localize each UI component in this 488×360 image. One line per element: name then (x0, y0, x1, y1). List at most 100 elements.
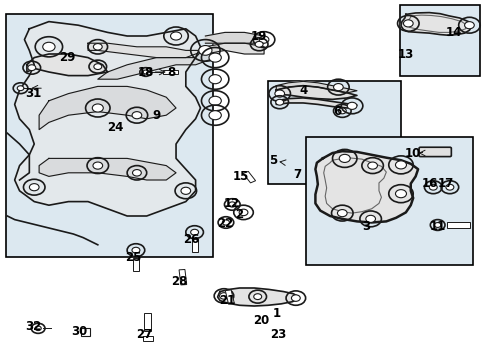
Circle shape (367, 162, 377, 169)
Text: 30: 30 (71, 325, 87, 338)
Circle shape (198, 45, 211, 55)
Text: 20: 20 (253, 314, 269, 327)
Polygon shape (276, 86, 356, 99)
Circle shape (291, 295, 300, 301)
Text: 16: 16 (421, 177, 438, 190)
Circle shape (29, 184, 39, 191)
Text: 24: 24 (106, 121, 123, 134)
Circle shape (464, 22, 473, 29)
Circle shape (132, 112, 142, 119)
Text: 21: 21 (219, 294, 235, 307)
Text: 14: 14 (445, 26, 461, 39)
Circle shape (274, 90, 284, 97)
Bar (133, 258, 139, 271)
Text: 15: 15 (232, 170, 248, 183)
Text: 17: 17 (437, 177, 453, 190)
Circle shape (143, 70, 148, 74)
Polygon shape (276, 98, 356, 108)
Text: 18: 18 (137, 66, 154, 78)
Bar (399, 5, 479, 76)
Text: 1: 1 (272, 307, 280, 320)
Circle shape (365, 215, 375, 222)
Polygon shape (39, 86, 176, 130)
Circle shape (208, 111, 221, 120)
Circle shape (170, 32, 181, 40)
Circle shape (92, 104, 103, 112)
Polygon shape (27, 54, 107, 76)
Circle shape (208, 75, 221, 84)
Circle shape (222, 220, 229, 225)
Circle shape (208, 53, 221, 62)
Text: 8: 8 (167, 66, 175, 78)
Circle shape (338, 108, 346, 114)
Polygon shape (98, 47, 215, 79)
Bar (446, 222, 469, 228)
Text: 4: 4 (299, 84, 306, 96)
Polygon shape (88, 43, 205, 58)
Polygon shape (400, 13, 471, 35)
Bar (81, 328, 90, 336)
Polygon shape (205, 43, 264, 54)
Text: 26: 26 (183, 233, 200, 246)
Circle shape (395, 190, 406, 198)
Bar (243, 171, 255, 183)
Text: 2: 2 (235, 208, 243, 221)
Text: 31: 31 (25, 87, 41, 100)
Circle shape (28, 65, 36, 71)
Text: 25: 25 (124, 251, 141, 264)
Polygon shape (315, 151, 417, 222)
Circle shape (275, 99, 283, 105)
Text: 7: 7 (293, 168, 301, 181)
Text: 10: 10 (404, 147, 421, 159)
Circle shape (239, 209, 247, 216)
Circle shape (259, 36, 268, 43)
Polygon shape (217, 288, 298, 306)
Text: 29: 29 (59, 51, 76, 64)
Text: 19: 19 (250, 30, 267, 42)
Circle shape (346, 102, 356, 109)
Circle shape (93, 44, 102, 50)
Circle shape (17, 86, 24, 91)
Circle shape (228, 202, 235, 207)
Circle shape (132, 170, 141, 176)
Circle shape (93, 162, 102, 169)
Circle shape (94, 64, 102, 69)
Circle shape (403, 20, 412, 27)
Bar (163, 70, 177, 74)
Circle shape (255, 41, 263, 47)
Polygon shape (15, 22, 200, 216)
Text: 32: 32 (25, 320, 41, 333)
Circle shape (219, 293, 228, 299)
Text: 6: 6 (333, 105, 341, 118)
Circle shape (337, 210, 346, 217)
Circle shape (42, 42, 55, 51)
Bar (305, 137, 472, 265)
Text: 3: 3 (362, 220, 370, 233)
Circle shape (253, 294, 261, 300)
Bar (6, 14, 212, 257)
Text: 11: 11 (428, 220, 445, 233)
Bar (179, 270, 186, 285)
Text: 23: 23 (270, 328, 286, 341)
Bar (225, 290, 234, 304)
Circle shape (445, 184, 453, 190)
Bar (191, 239, 197, 252)
Circle shape (339, 154, 349, 162)
Polygon shape (205, 32, 264, 43)
Circle shape (35, 326, 41, 330)
Circle shape (190, 229, 198, 235)
Circle shape (333, 84, 343, 91)
Text: 5: 5 (268, 154, 276, 167)
Polygon shape (276, 81, 356, 93)
Bar (144, 313, 151, 331)
Text: 12: 12 (224, 197, 240, 210)
Circle shape (428, 184, 436, 190)
Bar (142, 336, 152, 341)
Bar (267, 81, 400, 184)
FancyBboxPatch shape (418, 147, 450, 157)
Circle shape (433, 222, 440, 228)
Text: 27: 27 (136, 328, 152, 341)
Circle shape (395, 161, 406, 169)
Text: 9: 9 (152, 109, 160, 122)
Text: 28: 28 (171, 275, 187, 288)
